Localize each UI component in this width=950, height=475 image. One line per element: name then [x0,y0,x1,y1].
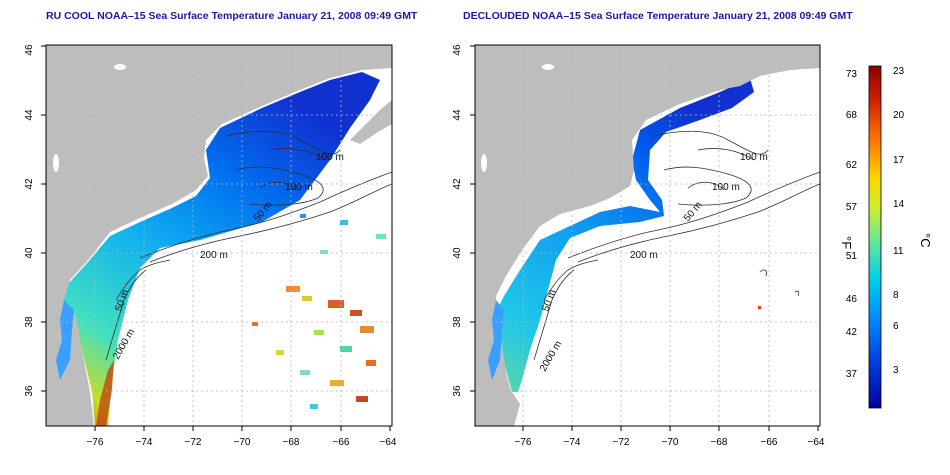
colorbar-f-tick: 46 [846,294,858,305]
left-contour-label: 200 m [200,250,228,261]
colorbar-f-tick: 62 [846,160,858,171]
right-chesapeake [488,300,504,380]
y-tick-label: 38 [452,316,463,328]
colorbar-c-tick: 20 [893,110,905,121]
x-tick-label: −64 [380,437,397,448]
right-map-panel: 100 m 100 m 50 m 200 m 50 m 2000 m −76 −… [452,44,825,448]
y-tick-label: 46 [24,44,35,56]
x-tick-label: −72 [613,437,630,448]
right-land [475,45,820,426]
right-sst-coastal [494,78,754,392]
colorbar-c-tick: 3 [893,365,899,376]
left-plot-frame [45,44,393,427]
right-grid [475,45,820,426]
left-chesapeake [56,300,74,380]
right-contour-label: 200 m [630,250,658,261]
right-plot-frame [474,44,821,427]
colorbar-c-tick: 14 [893,199,905,210]
y-tick-label: 40 [452,247,463,259]
colorbar-f-tick: 68 [846,110,858,121]
right-sst-speck [758,306,761,309]
x-tick-label: −70 [662,437,679,448]
colorbar-c-tick: 8 [893,290,899,301]
colorbar: 73 68 62 57 51 46 42 37 23 20 17 14 11 8… [839,65,933,409]
right-land-south [475,392,520,426]
left-panel-title: RU COOL NOAA–15 Sea Surface Temperature … [46,10,418,22]
colorbar-c-tick: 6 [893,321,899,332]
left-x-axis: −76 −74 −72 −70 −68 −66 −64 [87,426,397,448]
right-x-axis: −76 −74 −72 −70 −68 −66 −64 [515,426,825,448]
left-bathymetry-contours [105,130,392,361]
right-lake [542,64,554,70]
colorbar-f-tick: 42 [846,327,858,338]
right-panel-title: DECLOUDED NOAA–15 Sea Surface Temperatur… [463,10,853,22]
colorbar-f-tick: 37 [846,369,858,380]
colorbar-celsius-label: °C [918,233,933,248]
left-contour-label: 100 m [316,152,344,163]
left-land [46,45,392,426]
y-tick-label: 38 [24,316,35,328]
left-sst-gulf-stream [96,360,114,426]
x-tick-label: −66 [761,437,778,448]
y-tick-label: 42 [452,178,463,190]
colorbar-celsius-ticks: 23 20 17 14 11 8 6 3 [893,66,905,376]
y-tick-label: 44 [452,109,463,121]
y-tick-label: 44 [24,109,35,121]
x-tick-label: −66 [333,437,350,448]
right-contour-label: 100 m [712,182,740,193]
colorbar-fahrenheit-label: °F [839,236,854,249]
colorbar-c-tick: 11 [893,246,904,257]
y-tick-label: 36 [452,385,463,397]
colorbar-c-tick: 17 [893,155,905,166]
colorbar-f-tick: 73 [846,69,858,80]
left-map-panel: 100 m 100 m 50 m 200 m 50 m 2000 m −76 −… [24,44,397,448]
left-contour-label: 100 m [285,182,313,193]
left-sst-coastal [62,72,380,426]
x-tick-label: −70 [234,437,251,448]
x-tick-label: −68 [283,437,300,448]
left-lake [53,154,59,172]
x-tick-label: −68 [711,437,728,448]
right-lake [481,154,487,172]
colorbar-c-tick: 23 [893,66,905,77]
x-tick-label: −76 [87,437,104,448]
y-tick-label: 42 [24,178,35,190]
colorbar-fahrenheit-ticks: 73 68 62 57 51 46 42 37 [846,69,858,380]
x-tick-label: −72 [185,437,202,448]
x-tick-label: −64 [808,437,825,448]
colorbar-f-tick: 57 [846,202,858,213]
colorbar-gradient [868,65,882,409]
right-bathymetry-contours [533,130,820,361]
right-contour-label: 100 m [740,152,768,163]
colorbar-f-tick: 51 [846,251,858,262]
y-tick-label: 46 [452,44,463,56]
right-y-axis: 36 38 40 42 44 46 [452,44,475,397]
x-tick-label: −74 [564,437,581,448]
y-tick-label: 36 [24,385,35,397]
y-tick-label: 40 [24,247,35,259]
x-tick-label: −76 [515,437,532,448]
left-grid [46,45,392,426]
left-nova-scotia [350,100,392,144]
left-offshore-speckle [252,214,386,409]
left-y-axis: 36 38 40 42 44 46 [24,44,46,397]
left-lake [114,64,126,70]
x-tick-label: −74 [136,437,153,448]
